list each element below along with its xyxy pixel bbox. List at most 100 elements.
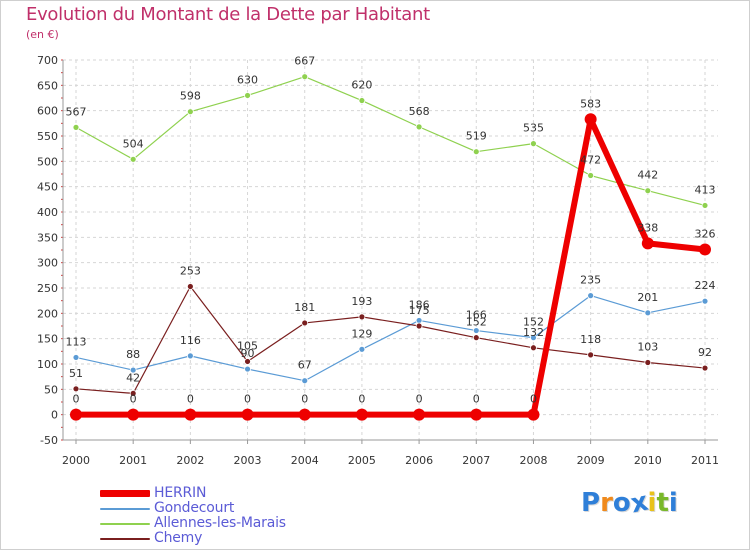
data-point-gondecourt [644, 309, 652, 317]
legend-swatch-herrin [100, 490, 150, 497]
series-line-chemy [75, 285, 706, 394]
data-point-allennes-les-marais [530, 140, 537, 148]
logo-letter: o [612, 488, 631, 518]
data-point-chemy [244, 358, 251, 365]
data-label-herrin: 0 [301, 393, 308, 406]
series-line-allennes-les-marais [75, 76, 706, 207]
data-label-gondecourt: 201 [637, 291, 658, 304]
data-label-gondecourt: 235 [580, 274, 601, 287]
data-label-chemy: 152 [466, 316, 487, 329]
data-point-gondecourt [301, 377, 309, 385]
y-tick-label: 200 [37, 307, 58, 320]
series-line-herrin [73, 116, 708, 418]
y-tick-label: 700 [37, 54, 58, 67]
legend-swatch-allennes [100, 523, 150, 525]
data-point-chemy [587, 351, 595, 359]
x-tick-label: 2008 [519, 454, 547, 467]
data-label-allennes-les-marais: 442 [637, 169, 658, 182]
x-tick-label: 2007 [462, 454, 490, 467]
chart-unit-label: (en €) [26, 28, 59, 41]
y-tick-label: 450 [37, 181, 58, 194]
data-label-allennes-les-marais: 519 [466, 130, 487, 143]
data-point-herrin [470, 408, 483, 421]
data-label-allennes-les-marais: 413 [695, 183, 716, 196]
x-tick-label: 2009 [577, 454, 605, 467]
data-point-herrin [699, 243, 711, 256]
data-label-gondecourt: 129 [351, 327, 372, 340]
logo-letter: t [656, 488, 669, 518]
data-point-herrin [413, 408, 426, 421]
proxiti-logo: Proxiti [581, 487, 678, 520]
data-label-chemy: 132 [523, 326, 544, 339]
data-point-gondecourt [701, 297, 709, 305]
data-label-chemy: 253 [180, 264, 201, 277]
data-label-allennes-les-marais: 620 [351, 79, 372, 92]
y-tick-label: 50 [44, 383, 58, 396]
data-point-allennes-les-marais [472, 148, 480, 156]
data-label-gondecourt: 224 [695, 279, 716, 292]
legend-swatch-chemy [100, 538, 150, 540]
y-tick-label: 100 [37, 358, 58, 371]
logo-letter: i [647, 488, 657, 518]
data-point-gondecourt [129, 366, 137, 374]
data-label-gondecourt: 186 [409, 298, 430, 311]
data-point-herrin [527, 408, 540, 421]
legend-label: Gondecourt [154, 500, 235, 516]
x-tick-label: 2004 [291, 454, 319, 467]
data-label-allennes-les-marais: 568 [409, 105, 430, 118]
legend-label: Chemy [154, 530, 203, 546]
data-label-chemy: 175 [409, 304, 430, 317]
series-line-gondecourt [75, 295, 706, 382]
x-tick-label: 2001 [119, 454, 147, 467]
data-point-herrin [298, 408, 311, 421]
legend-swatch-gondecourt [100, 508, 150, 510]
data-label-herrin: 0 [73, 393, 80, 406]
y-tick-label: 600 [37, 105, 58, 118]
x-tick-label: 2002 [176, 454, 204, 467]
plot-area [63, 60, 718, 440]
data-label-herrin: 0 [358, 393, 365, 406]
data-point-chemy [301, 319, 309, 327]
data-label-herrin: 326 [695, 227, 716, 240]
data-point-chemy [644, 359, 652, 366]
data-label-gondecourt: 116 [180, 334, 201, 347]
data-point-gondecourt [358, 345, 366, 353]
y-tick-label: 500 [37, 155, 58, 168]
data-point-allennes-les-marais [644, 187, 652, 195]
data-label-chemy: 181 [294, 301, 315, 314]
data-point-chemy [186, 283, 194, 290]
data-point-allennes-les-marais [129, 155, 137, 163]
y-tick-label: 550 [37, 130, 58, 143]
data-label-allennes-les-marais: 472 [580, 154, 601, 167]
data-label-herrin: 0 [530, 393, 537, 406]
data-point-herrin [641, 237, 654, 250]
data-label-allennes-les-marais: 504 [123, 137, 144, 150]
data-label-herrin: 0 [130, 393, 137, 406]
data-point-herrin [355, 408, 368, 421]
data-label-allennes-les-marais: 567 [66, 105, 87, 118]
legend-label: HERRIN [154, 485, 207, 501]
data-label-chemy: 92 [698, 346, 712, 359]
y-tick-label: 650 [37, 79, 58, 92]
y-tick-label: 150 [37, 333, 58, 346]
data-point-chemy [472, 334, 480, 342]
logo-letter: i [668, 488, 678, 518]
x-tick-label: 2003 [234, 454, 262, 467]
data-label-chemy: 118 [580, 333, 601, 346]
data-point-gondecourt [72, 354, 80, 361]
data-point-chemy [129, 389, 137, 397]
data-label-gondecourt: 88 [126, 348, 140, 361]
data-point-gondecourt [244, 365, 251, 373]
data-label-allennes-les-marais: 598 [180, 90, 201, 103]
data-label-chemy: 105 [237, 339, 258, 352]
data-point-allennes-les-marais [587, 172, 595, 179]
data-point-allennes-les-marais [358, 97, 366, 104]
x-tick-label: 2005 [348, 454, 376, 467]
data-label-herrin: 0 [244, 393, 251, 406]
data-label-gondecourt: 90 [241, 347, 255, 360]
data-point-allennes-les-marais [244, 92, 251, 99]
data-point-herrin [184, 408, 197, 421]
data-point-chemy [358, 313, 366, 321]
data-point-gondecourt [530, 334, 537, 342]
y-tick-label: 0 [51, 409, 58, 422]
